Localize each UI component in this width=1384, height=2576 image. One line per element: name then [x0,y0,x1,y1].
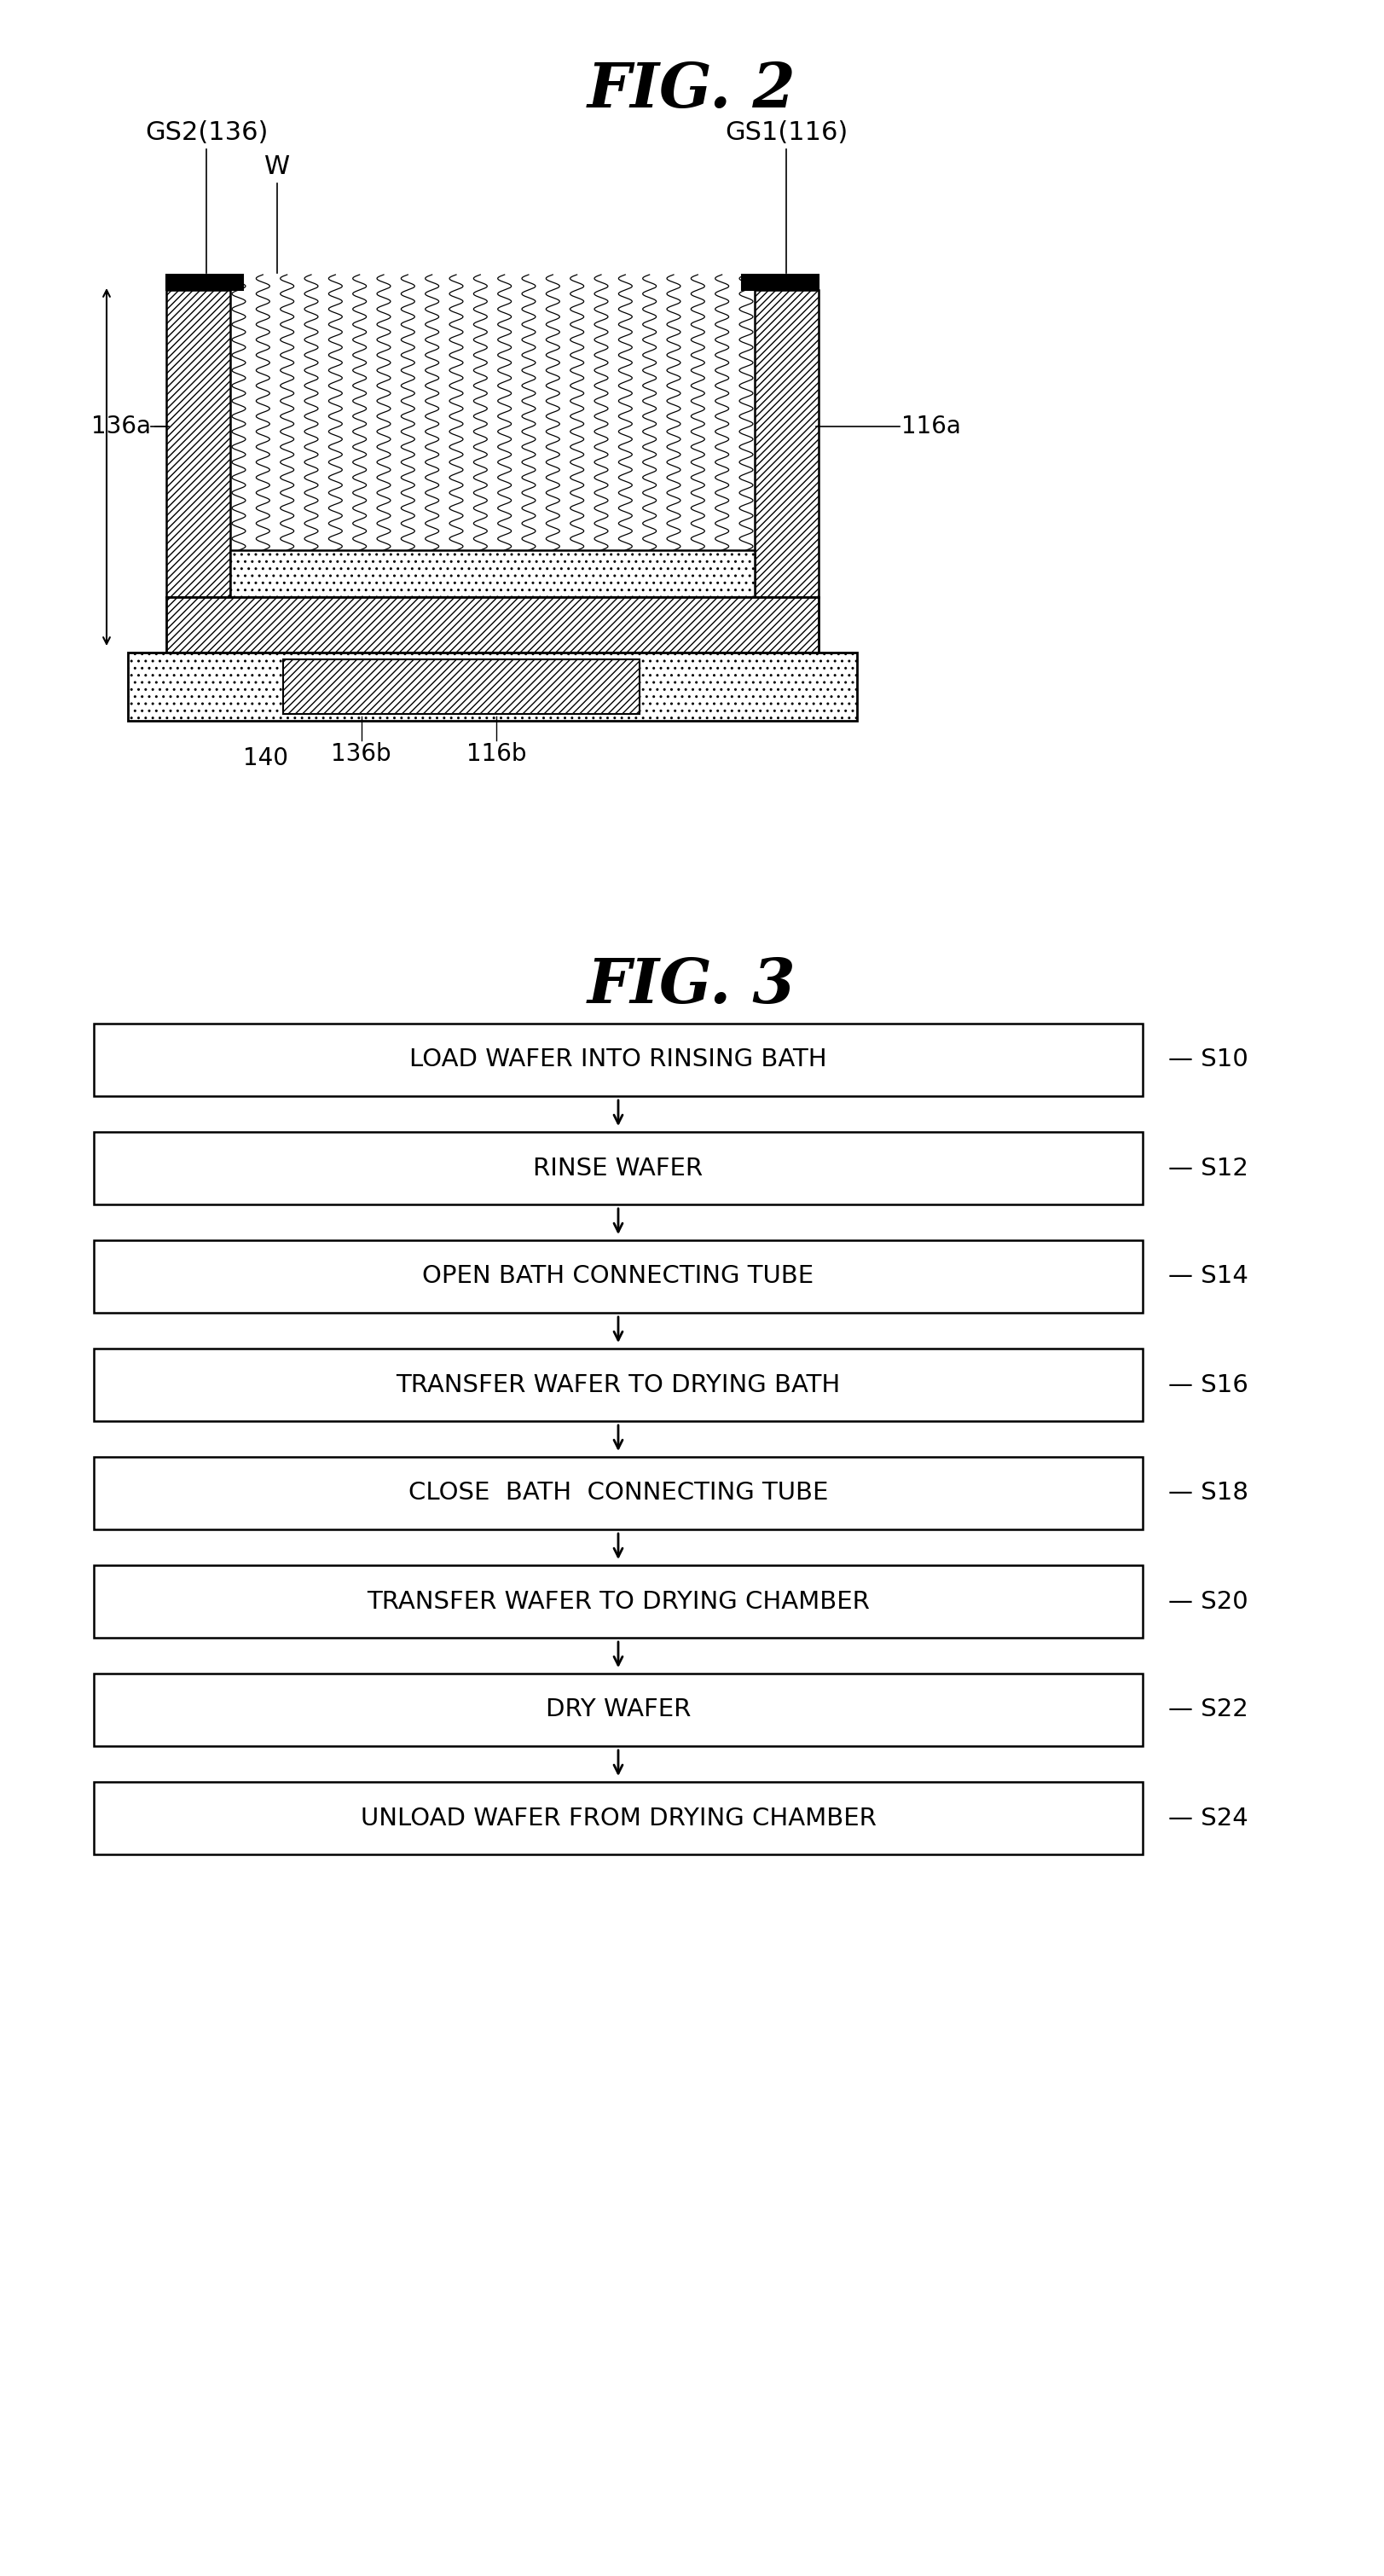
Text: — S14: — S14 [1168,1265,1248,1288]
Text: FIG. 3: FIG. 3 [587,956,796,1015]
Text: — S10: — S10 [1168,1048,1248,1072]
Text: TRANSFER WAFER TO DRYING BATH: TRANSFER WAFER TO DRYING BATH [396,1373,840,1396]
Text: — S12: — S12 [1168,1157,1248,1180]
Bar [127,652,857,721]
Bar [94,1566,1143,1638]
Text: — S16: — S16 [1168,1373,1248,1396]
Text: FIG. 2: FIG. 2 [587,59,796,121]
Bar [166,598,818,652]
Bar [742,276,818,291]
Text: OPEN BATH CONNECTING TUBE: OPEN BATH CONNECTING TUBE [422,1265,814,1288]
Bar [94,1023,1143,1095]
Bar [230,551,754,598]
Bar [94,1131,1143,1206]
Text: CLOSE  BATH  CONNECTING TUBE: CLOSE BATH CONNECTING TUBE [408,1481,828,1504]
Text: GS2(136): GS2(136) [145,121,268,144]
Text: LOAD WAFER INTO RINSING BATH: LOAD WAFER INTO RINSING BATH [410,1048,828,1072]
Text: 116a: 116a [901,415,960,438]
Bar [282,659,639,714]
Bar [94,1239,1143,1314]
Bar [94,1783,1143,1855]
Text: UNLOAD WAFER FROM DRYING CHAMBER: UNLOAD WAFER FROM DRYING CHAMBER [360,1806,876,1829]
Text: — S22: — S22 [1168,1698,1248,1721]
Text: TRANSFER WAFER TO DRYING CHAMBER: TRANSFER WAFER TO DRYING CHAMBER [367,1589,869,1613]
Text: RINSE WAFER: RINSE WAFER [533,1157,703,1180]
Bar [166,291,230,598]
Text: W: W [264,155,291,180]
Bar [94,1674,1143,1747]
Text: — S20: — S20 [1168,1589,1248,1613]
Text: 140: 140 [244,747,288,770]
Text: 136a: 136a [91,415,151,438]
Bar [166,276,244,291]
Text: 116b: 116b [466,742,527,765]
Text: — S18: — S18 [1168,1481,1248,1504]
Text: GS1(116): GS1(116) [725,121,848,144]
Bar [94,1350,1143,1422]
Bar [754,291,818,598]
Text: — S24: — S24 [1168,1806,1248,1829]
Bar [94,1458,1143,1530]
Text: DRY WAFER: DRY WAFER [545,1698,691,1721]
Text: 136b: 136b [331,742,392,765]
